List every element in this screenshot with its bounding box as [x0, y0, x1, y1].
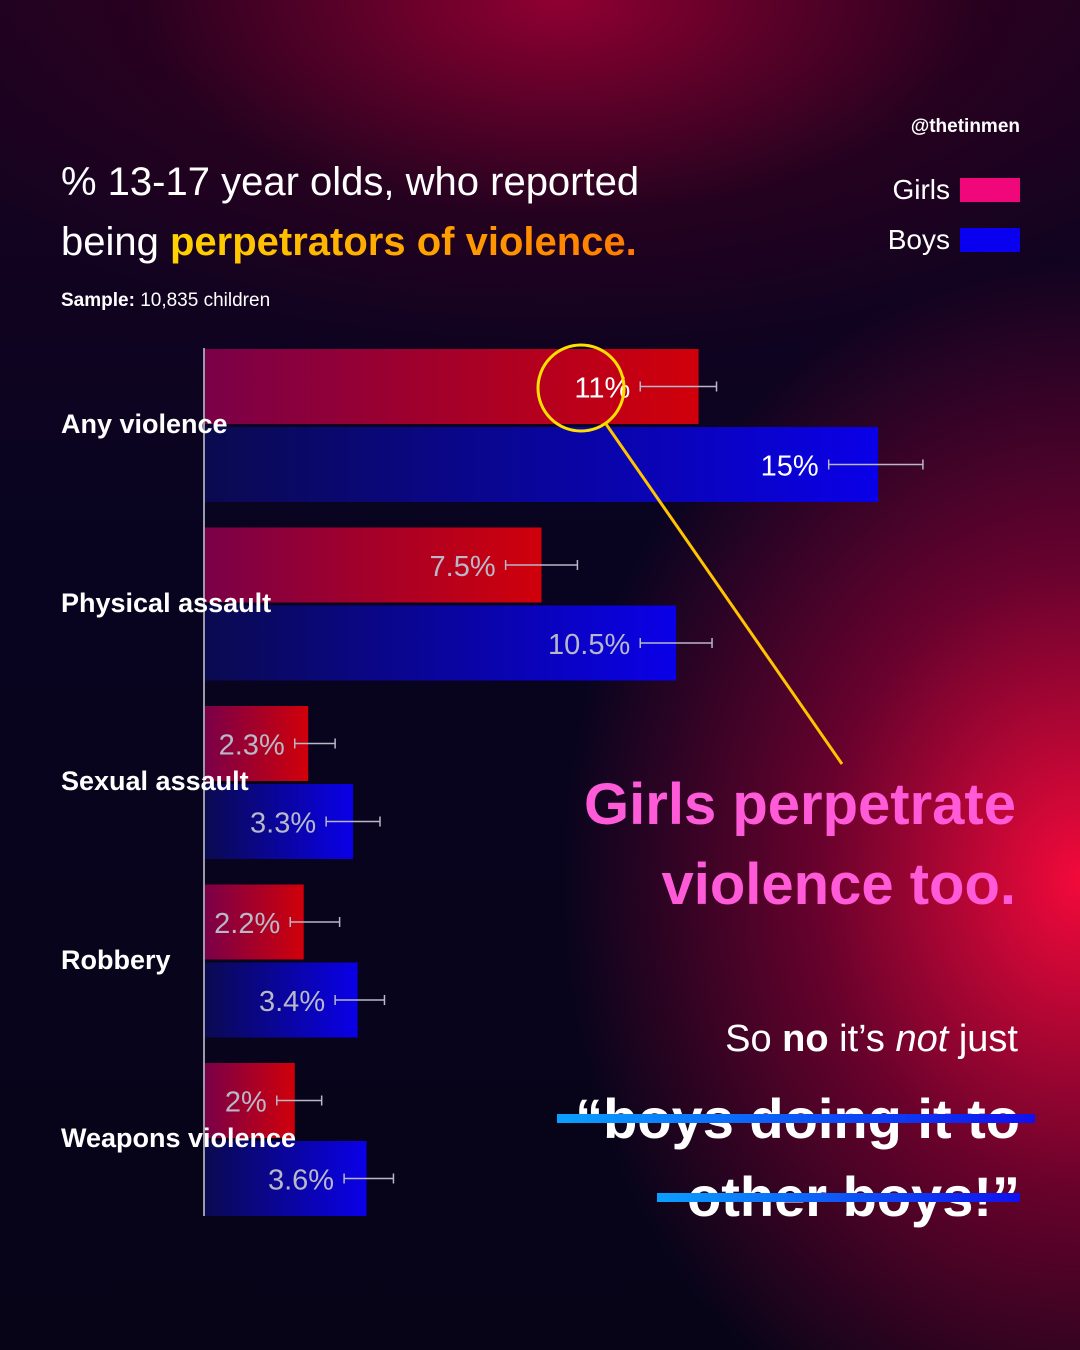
- subtext-part: So: [725, 1018, 783, 1060]
- bar-boys: [205, 1141, 367, 1216]
- annotation-connector: [604, 423, 844, 765]
- legend-label: Girls: [892, 174, 950, 205]
- category-label: Physical assault: [61, 587, 272, 618]
- title-prefix: being: [61, 220, 170, 264]
- data-label: 3.3%: [250, 808, 316, 840]
- title-line-1: % 13-17 year olds, who reported: [61, 160, 640, 204]
- category-label: Robbery: [61, 944, 171, 975]
- struck-quote: “boys doing it to other boys!”: [575, 1080, 1020, 1236]
- subtext: So no it’s not just: [725, 1018, 1018, 1061]
- headline-line-1: Girls perpetrate: [584, 772, 1016, 837]
- subtext-italic: not: [895, 1018, 949, 1060]
- chart-title: % 13-17 year olds, who reported being pe…: [61, 152, 761, 272]
- bar-girls: [205, 884, 304, 960]
- category-label: Weapons violence: [61, 1123, 297, 1153]
- sample-value: 10,835 children: [140, 290, 271, 311]
- strikethrough-line-2: [657, 1193, 1020, 1202]
- data-label: 7.5%: [430, 551, 496, 583]
- bar-girls: [205, 527, 542, 603]
- legend-boys: Boys: [888, 224, 1020, 256]
- highlight-circle: [536, 343, 626, 433]
- headline: Girls perpetrate violence too.: [584, 765, 1016, 925]
- legend-girls: Girls: [892, 174, 1020, 206]
- sample-note: Sample: 10,835 children: [61, 290, 270, 312]
- data-label: 2.2%: [214, 908, 280, 940]
- data-label: 3.6%: [268, 1165, 334, 1197]
- data-label: 11%: [574, 373, 630, 405]
- title-line-2: being perpetrators of violence.: [61, 212, 761, 272]
- category-label: Sexual assault: [61, 766, 249, 796]
- sample-label: Sample:: [61, 290, 135, 311]
- subtext-part: it’s: [828, 1018, 896, 1060]
- data-label: 15%: [761, 451, 819, 483]
- subtext-part: just: [948, 1018, 1018, 1060]
- legend-label: Boys: [887, 224, 950, 255]
- subtext-bold: no: [782, 1018, 829, 1060]
- data-label: 2.3%: [219, 730, 285, 762]
- bar-boys: [205, 605, 677, 681]
- headline-line-2: violence too.: [661, 852, 1016, 917]
- legend-swatch: [960, 178, 1020, 202]
- data-label: 3.4%: [259, 986, 325, 1018]
- bar-boys: [205, 962, 358, 1038]
- category-label: Any violence: [61, 409, 228, 439]
- strikethrough-line-1: [557, 1114, 1035, 1123]
- bar-boys: [205, 427, 879, 502]
- legend-swatch: [960, 228, 1020, 252]
- title-highlight: perpetrators of violence.: [169, 220, 637, 264]
- data-label: 10.5%: [548, 629, 630, 661]
- bar-girls: [205, 706, 309, 781]
- author-handle: @thetinmen: [910, 116, 1020, 137]
- data-label: 2%: [225, 1087, 267, 1119]
